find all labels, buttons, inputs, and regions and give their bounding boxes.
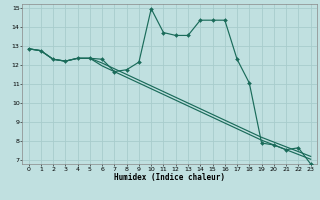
X-axis label: Humidex (Indice chaleur): Humidex (Indice chaleur): [114, 173, 225, 182]
